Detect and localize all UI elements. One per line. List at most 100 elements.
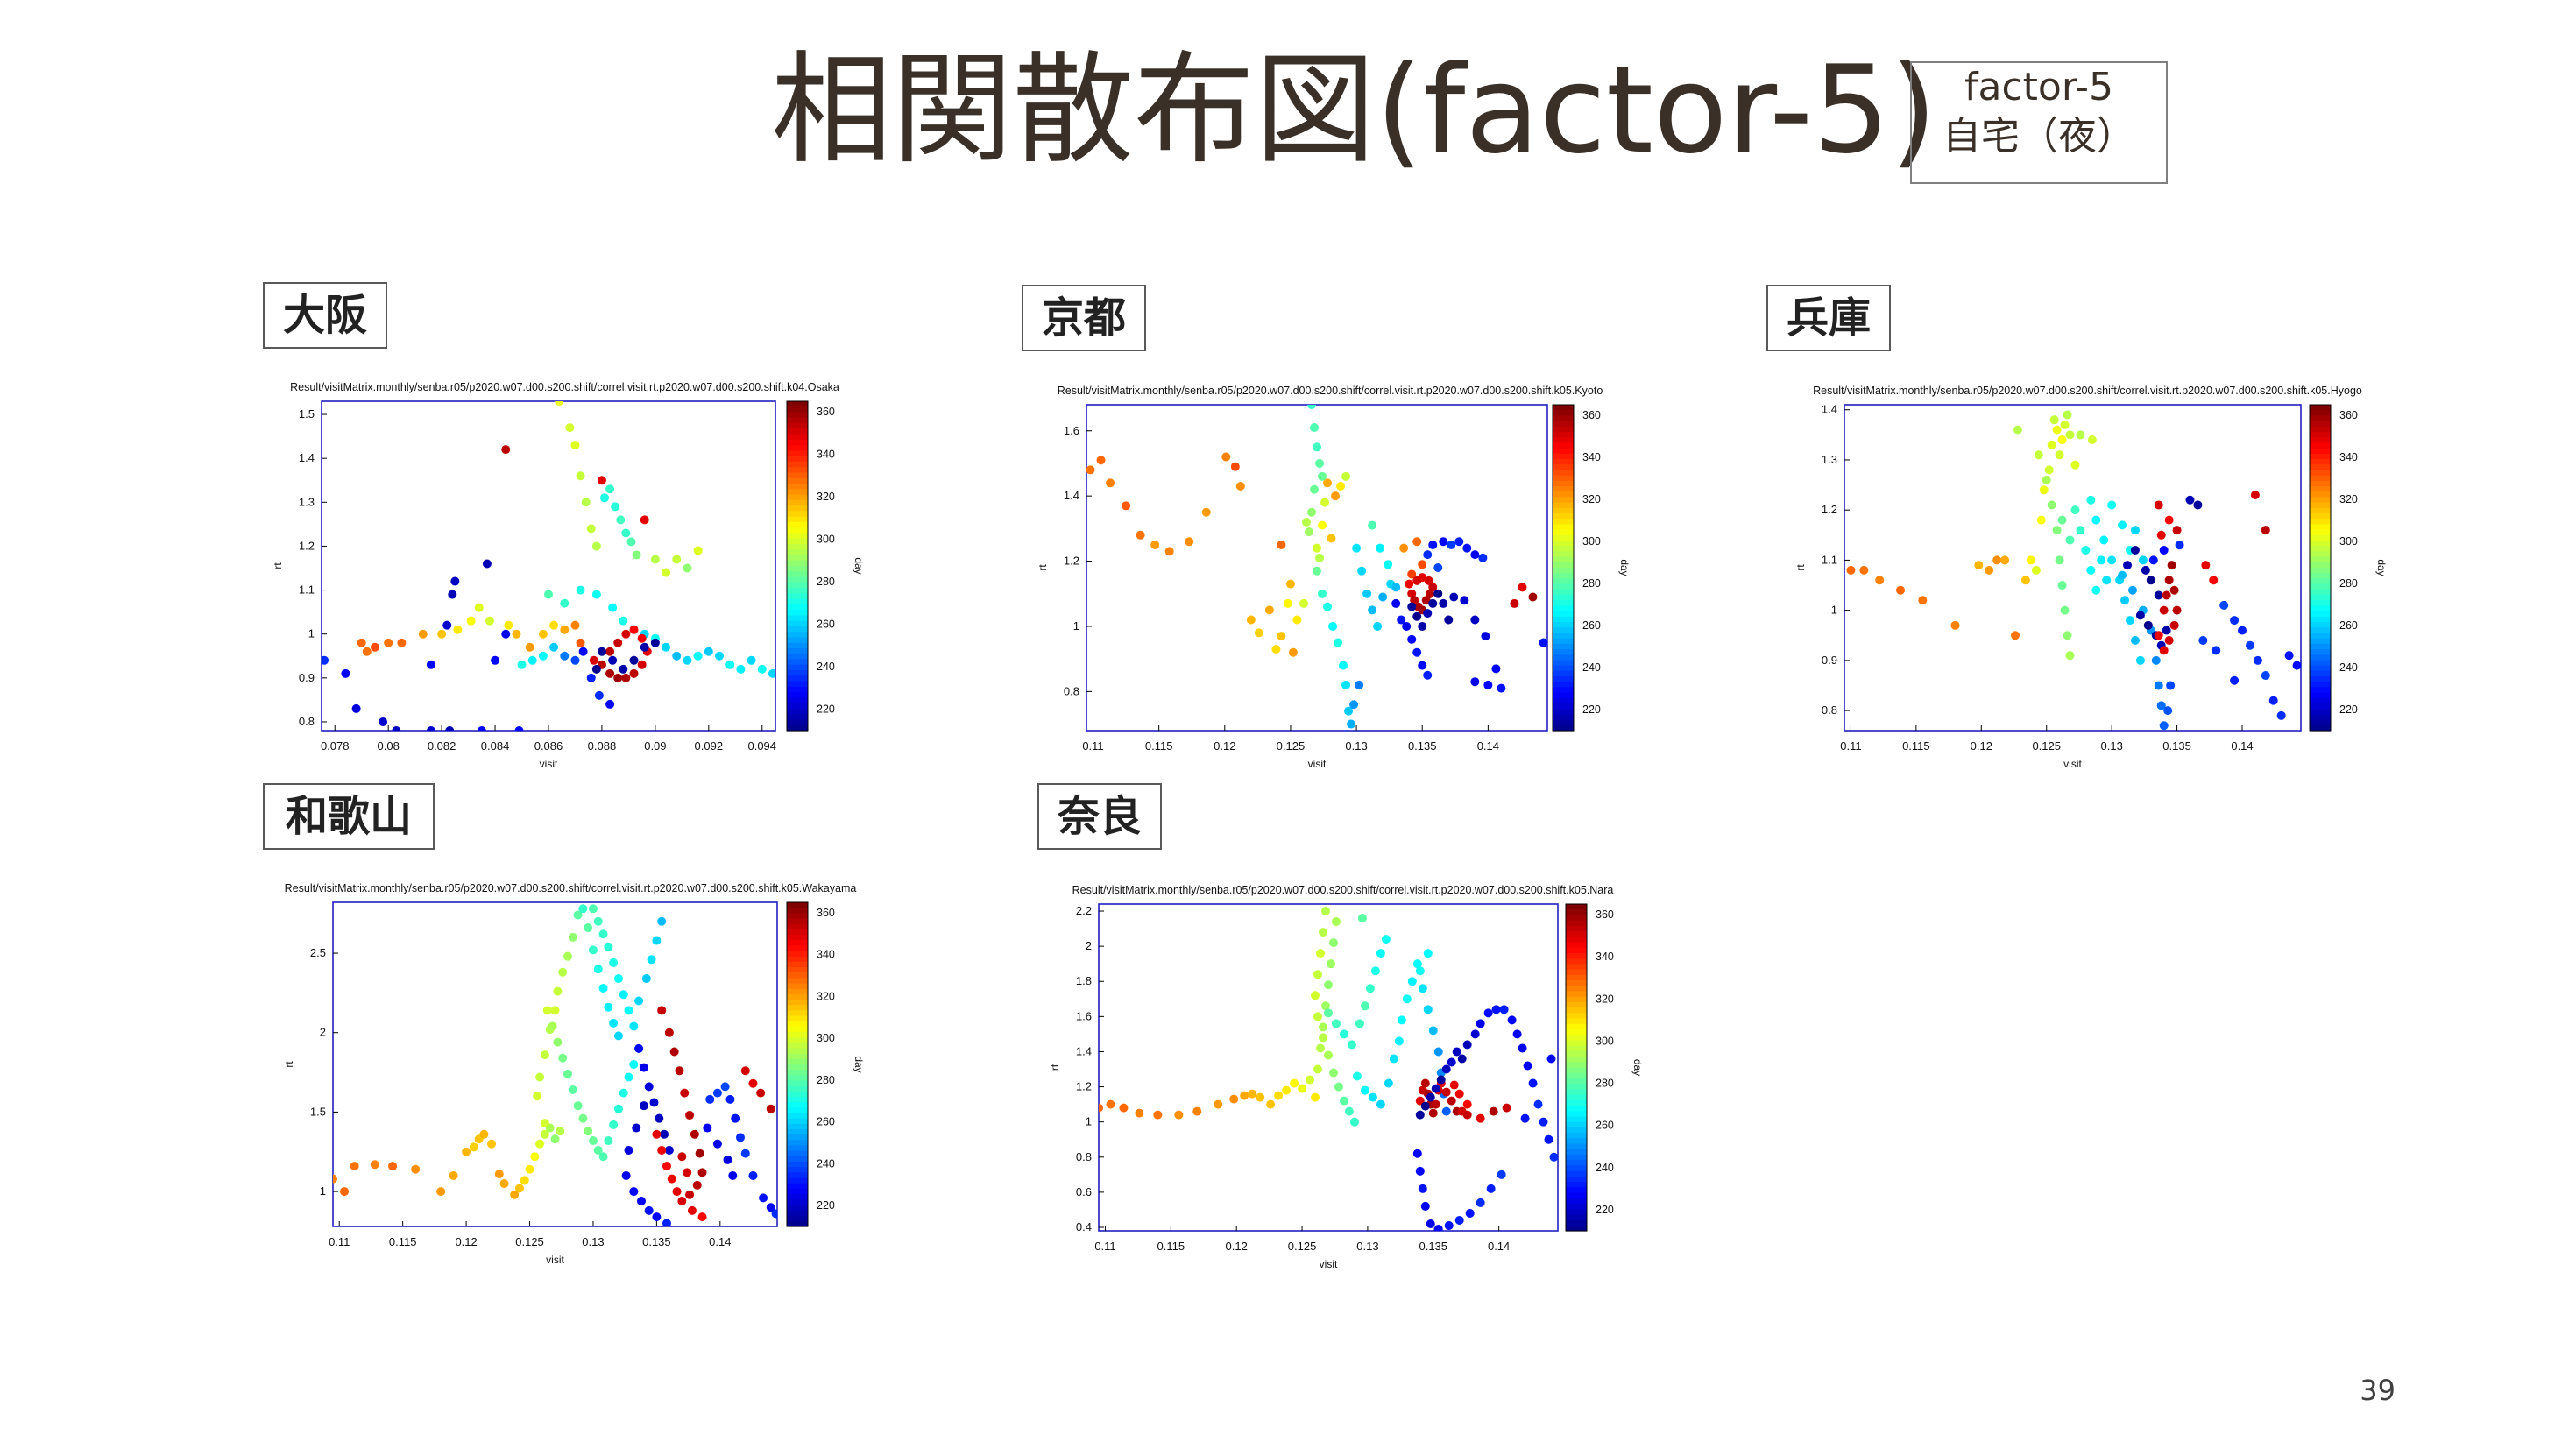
scatter-point bbox=[573, 1101, 583, 1111]
scatter-point bbox=[1328, 621, 1338, 631]
colorbar-segment bbox=[787, 1015, 808, 1022]
y-tick-label: 1.2 bbox=[1076, 1080, 1092, 1093]
colorbar-segment bbox=[1566, 958, 1587, 965]
scatter-point bbox=[2154, 681, 2163, 690]
scatter-point bbox=[1412, 647, 1422, 657]
colorbar-tick-label: 300 bbox=[1596, 1035, 1614, 1047]
colorbar-segment bbox=[787, 516, 808, 523]
colorbar-segment bbox=[787, 983, 808, 990]
colorbar-segment bbox=[787, 521, 808, 528]
colorbar-frame bbox=[786, 901, 809, 1227]
scatter-point bbox=[512, 629, 521, 639]
scatter-point bbox=[1846, 565, 1856, 575]
colorbar-segment bbox=[1553, 633, 1574, 640]
colorbar-segment bbox=[787, 598, 808, 605]
colorbar-segment bbox=[1566, 947, 1587, 954]
scatter-point bbox=[1362, 589, 1372, 598]
colorbar-segment bbox=[1566, 920, 1587, 927]
scatter-point bbox=[1992, 555, 2002, 565]
colorbar-label: day bbox=[1618, 559, 1631, 576]
region-label-nara: 奈良 bbox=[1037, 783, 1162, 850]
chart-title: Result/visitMatrix.monthly/senba.r05/p20… bbox=[290, 381, 839, 393]
scatter-point bbox=[1457, 1054, 1467, 1064]
scatter-point bbox=[1436, 1075, 1446, 1085]
scatter-point bbox=[584, 923, 593, 933]
scatter-point bbox=[1174, 1110, 1184, 1120]
scatter-point bbox=[1539, 1117, 1548, 1127]
colorbar-tick-label: 360 bbox=[2339, 409, 2358, 421]
x-tick-label: 0.094 bbox=[747, 739, 776, 753]
scatter-point bbox=[362, 647, 372, 656]
colorbar-segment bbox=[1553, 600, 1574, 606]
colorbar-segment bbox=[1553, 464, 1574, 470]
scatter-point bbox=[1321, 907, 1331, 916]
scatter-point bbox=[1319, 1033, 1328, 1043]
scatter-point bbox=[510, 1190, 520, 1199]
scatter-point bbox=[535, 1072, 545, 1082]
colorbar-segment bbox=[1566, 986, 1587, 993]
scatter-point bbox=[605, 647, 615, 656]
colorbar-segment bbox=[787, 1123, 808, 1130]
scatter-point bbox=[652, 1212, 662, 1222]
y-tick-label: 1 bbox=[320, 1184, 326, 1198]
colorbar-segment bbox=[1566, 1018, 1587, 1025]
scatter-point bbox=[1499, 1005, 1509, 1014]
colorbar-segment bbox=[787, 632, 808, 639]
scatter-point bbox=[736, 664, 746, 674]
colorbar-segment bbox=[787, 654, 808, 661]
colorbar-segment bbox=[787, 1021, 808, 1028]
region-label-hyogo: 兵庫 bbox=[1766, 285, 1891, 351]
scatter-point bbox=[2130, 545, 2140, 555]
colorbar-segment bbox=[787, 637, 808, 644]
scatter-point bbox=[677, 1196, 687, 1205]
y-axis-label: rt bbox=[1037, 564, 1049, 571]
y-tick-label: 1.2 bbox=[299, 539, 315, 552]
scatter-point bbox=[2060, 605, 2070, 615]
x-tick-label: 0.082 bbox=[428, 739, 456, 753]
colorbar-segment bbox=[787, 1199, 808, 1205]
scatter-point bbox=[621, 528, 631, 538]
scatter-point bbox=[2013, 425, 2022, 435]
colorbar-tick-label: 340 bbox=[817, 449, 835, 461]
colorbar-segment bbox=[1553, 649, 1574, 655]
scatter-point bbox=[388, 1162, 398, 1171]
colorbar-frame bbox=[786, 400, 809, 732]
scatter-point bbox=[593, 965, 603, 974]
colorbar-segment bbox=[787, 555, 808, 562]
y-tick-label: 0.6 bbox=[1076, 1185, 1092, 1198]
colorbar-segment bbox=[2310, 687, 2331, 694]
scatter-point bbox=[1407, 634, 1417, 644]
scatter-point bbox=[2151, 655, 2161, 665]
scatter-point bbox=[1407, 602, 1417, 611]
y-tick-label: 0.9 bbox=[1822, 654, 1837, 667]
scatter-point bbox=[411, 1164, 421, 1174]
scatter-point bbox=[2169, 620, 2179, 630]
colorbar-segment bbox=[2310, 405, 2331, 411]
colorbar-segment bbox=[2310, 464, 2331, 470]
scatter-point bbox=[1452, 1047, 1461, 1057]
scatter-point bbox=[2120, 596, 2130, 605]
scatter-point bbox=[597, 660, 606, 669]
colorbar-segment bbox=[2310, 551, 2331, 558]
colorbar-segment bbox=[787, 714, 808, 721]
colorbar-segment bbox=[787, 967, 808, 973]
scatter-point bbox=[1331, 491, 1341, 501]
scatter-point bbox=[605, 668, 615, 678]
scatter-point bbox=[453, 625, 463, 634]
colorbar-segment bbox=[787, 1172, 808, 1179]
colorbar-segment bbox=[1566, 1072, 1587, 1079]
colorbar-segment bbox=[787, 1167, 808, 1173]
colorbar-segment bbox=[1553, 719, 1574, 726]
scatter-point bbox=[1271, 645, 1281, 654]
scatter-point bbox=[662, 568, 671, 577]
x-tick-label: 0.135 bbox=[2162, 739, 2191, 753]
x-axis-label: visit bbox=[1320, 1258, 1338, 1270]
scatter-point bbox=[2163, 706, 2173, 716]
x-tick-label: 0.086 bbox=[534, 739, 563, 753]
scatter-point bbox=[540, 1119, 549, 1128]
colorbar-tick-label: 220 bbox=[1582, 703, 1601, 716]
scatter-point bbox=[1306, 1075, 1315, 1085]
colorbar-segment bbox=[787, 1129, 808, 1135]
scatter-point bbox=[2057, 435, 2067, 445]
